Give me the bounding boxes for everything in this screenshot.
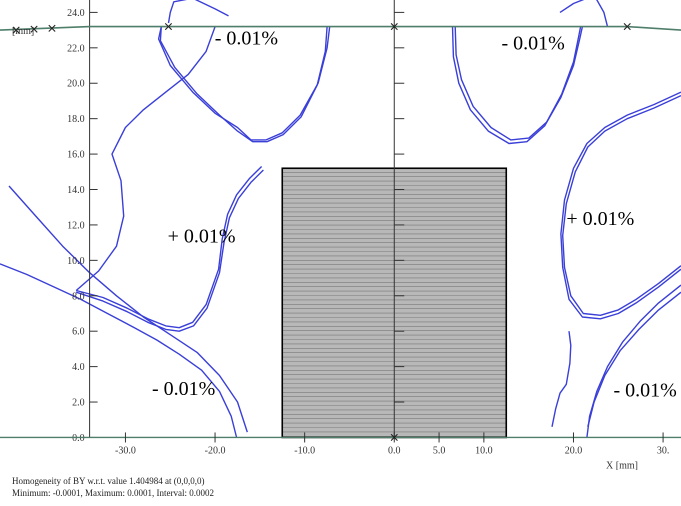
y-tick-label: 8.0	[72, 291, 85, 302]
axes-layer: 0.0 2.0 4.0 6.0 8.0 10.0 12.0 14.0 16.0 18.0 20.0 2…	[0, 0, 681, 456]
boundary-line	[0, 25, 681, 31]
contour-line	[562, 94, 681, 316]
x-tick-label: 30.	[657, 445, 670, 456]
y-tick-label: 24.0	[67, 8, 85, 19]
x-tick-label: 20.0	[565, 445, 583, 456]
contour-line	[454, 26, 582, 141]
homogeneity-contour-plot: 0.0 2.0 4.0 6.0 8.0 10.0 12.0 14.0 16.0 18.0 20.0 2…	[0, 0, 681, 470]
y-axis-label: [mm]	[12, 26, 34, 37]
y-tick-label: 14.0	[67, 185, 85, 196]
contour-line	[551, 331, 572, 427]
x-tick-label: 0.0	[388, 445, 401, 456]
x-tick-label: -10.0	[294, 445, 315, 456]
y-tick-label: 10.0	[67, 256, 85, 267]
contour-line	[75, 169, 264, 332]
contour-line	[559, 0, 609, 27]
y-tick-label: 2.0	[72, 398, 85, 409]
y-tick-label: 4.0	[72, 362, 85, 373]
x-marker	[48, 24, 56, 32]
contour-line	[75, 26, 216, 292]
region-label: - 0.01%	[215, 27, 278, 49]
region-label: + 0.01%	[168, 226, 236, 248]
y-tick-label: 18.0	[67, 114, 85, 125]
contour-line	[76, 166, 263, 329]
homogeneity-caption: Homogeneity of BY w.r.t. value 1.404984 …	[12, 476, 205, 486]
y-tick-label: 20.0	[67, 79, 85, 90]
region-label: - 0.01%	[613, 380, 676, 402]
x-axis-label: X [mm]	[606, 460, 638, 470]
x-tick-label: 5.0	[433, 445, 446, 456]
region-label: - 0.01%	[501, 33, 564, 55]
contour-line	[587, 291, 681, 427]
x-marker	[623, 22, 631, 31]
y-tick-label: 12.0	[67, 220, 85, 231]
contour-line	[0, 263, 238, 438]
x-marker	[30, 25, 38, 33]
contour-line	[167, 0, 229, 24]
x-marker	[390, 22, 398, 31]
y-tick-label: 22.0	[67, 43, 85, 54]
contour-line	[451, 26, 584, 145]
y-tick-label: 16.0	[67, 150, 85, 161]
statistics-caption: Minimum: -0.0001, Maximum: 0.0001, Inter…	[12, 488, 214, 498]
y-tick-label: 0.0	[72, 433, 85, 444]
contour-line	[586, 284, 681, 438]
region-label: + 0.01%	[566, 208, 634, 230]
x-tick-label: 10.0	[475, 445, 493, 456]
contour-line	[159, 26, 328, 143]
x-marker	[12, 26, 20, 34]
boundary-layer	[0, 25, 681, 31]
region-label: - 0.01%	[152, 378, 215, 400]
markers-layer	[12, 22, 631, 442]
x-tick-label: -30.0	[115, 445, 136, 456]
x-marker	[390, 433, 398, 442]
x-marker	[164, 22, 173, 31]
y-tick-label: 6.0	[72, 327, 85, 338]
region-labels-layer: - 0.01% - 0.01% + 0.01% + 0.01% - 0.01% - 0.0…	[152, 27, 677, 401]
contour-line	[560, 91, 681, 320]
x-tick-label: -20.0	[205, 445, 226, 456]
contour-lines-layer	[0, 0, 681, 438]
